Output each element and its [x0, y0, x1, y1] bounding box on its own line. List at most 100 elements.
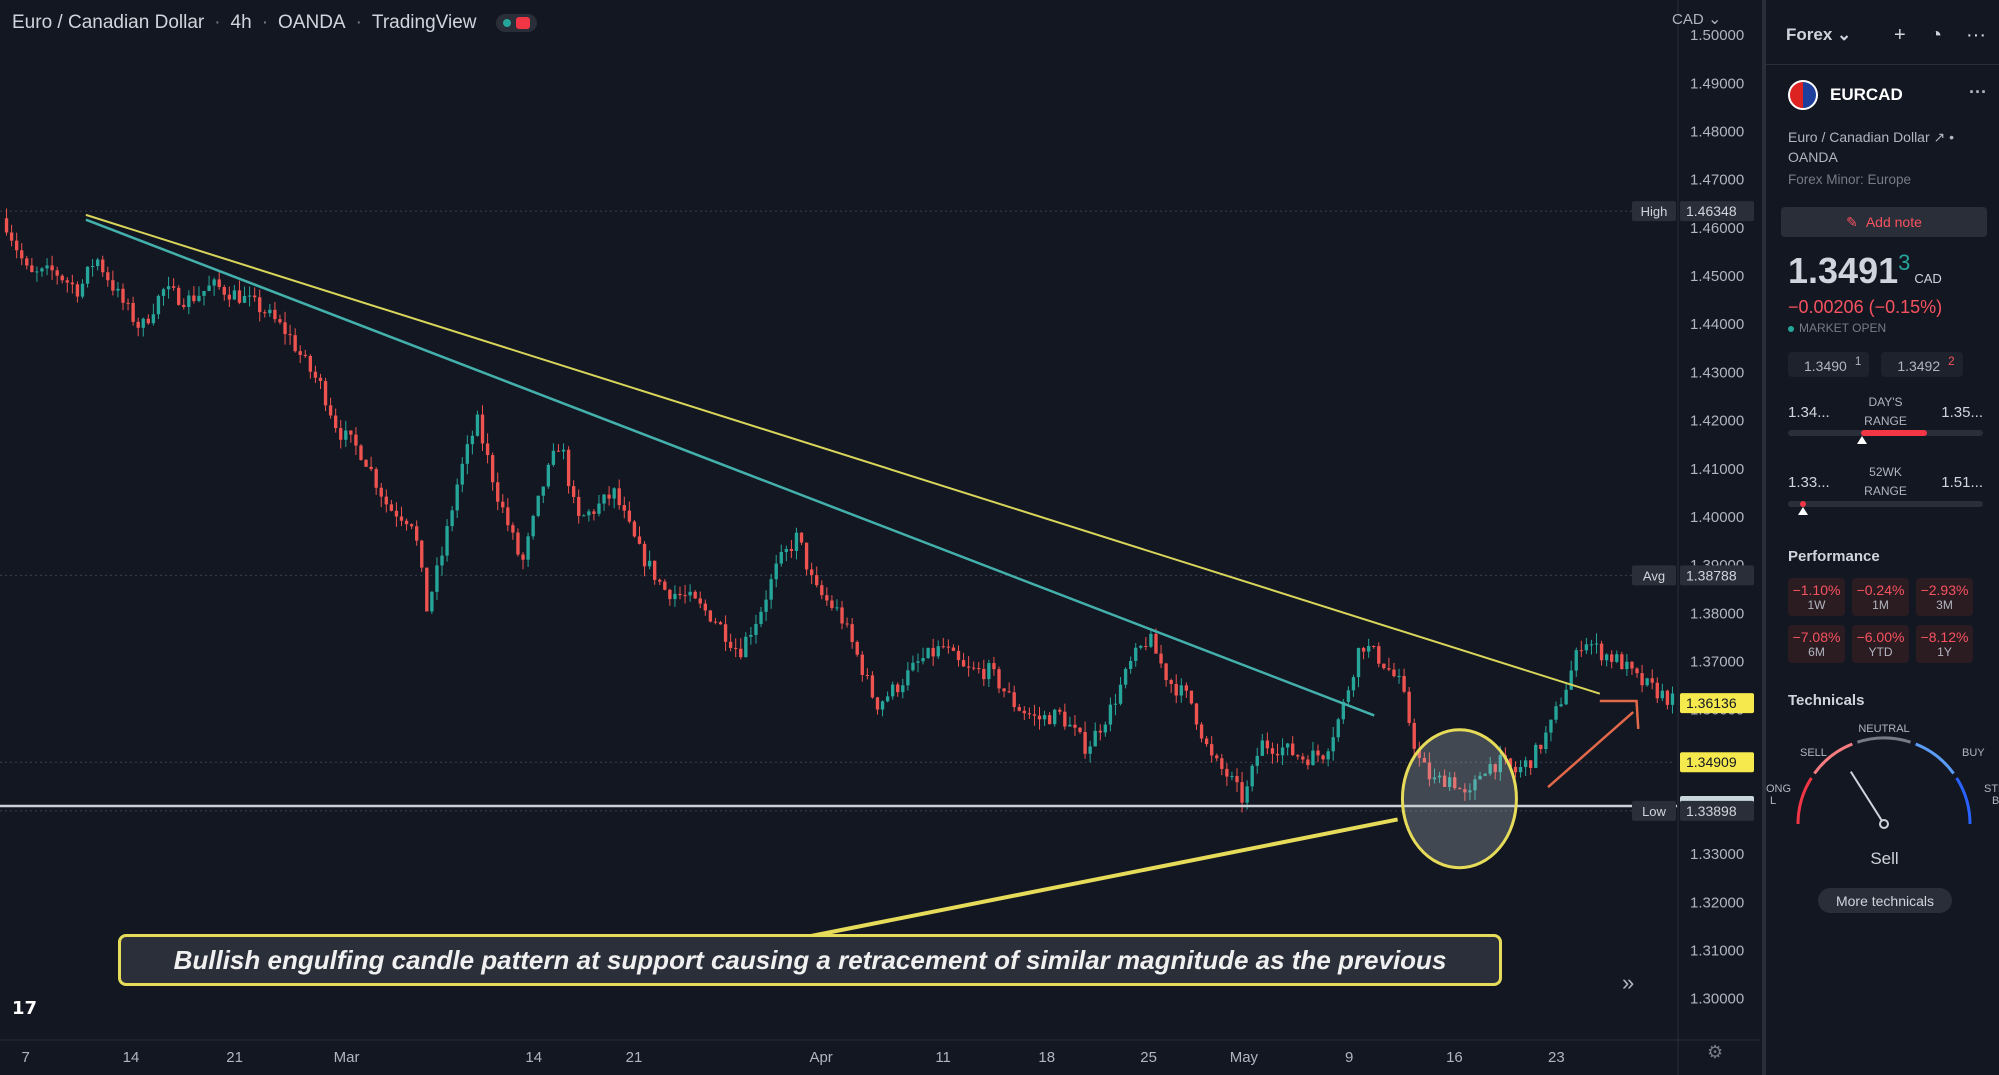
add-note-button[interactable]: ✎ Add note	[1781, 207, 1987, 237]
candle-body	[693, 591, 697, 599]
performance-cell[interactable]: −7.08% 6M	[1788, 625, 1845, 663]
candle-body	[1447, 777, 1452, 787]
trendline-upper[interactable]	[85, 213, 1601, 695]
candle-body	[987, 663, 991, 680]
price-label-tag: High	[1641, 204, 1668, 219]
candle-body	[1123, 668, 1128, 685]
y-tick-label: 1.40000	[1690, 509, 1744, 526]
candle-body	[931, 647, 935, 657]
candle-body	[1159, 653, 1163, 664]
interval-label[interactable]: 4h	[230, 12, 252, 33]
more-options-icon[interactable]: ···	[1966, 23, 1986, 46]
candle-body	[1382, 663, 1386, 669]
watchlist-dropdown[interactable]: Forex ⌄	[1786, 25, 1852, 44]
candle-body	[703, 603, 707, 611]
candle-body	[126, 302, 130, 304]
candle-body	[1199, 724, 1204, 739]
candle-body	[739, 648, 743, 658]
candle-body	[1301, 756, 1305, 760]
candle-body	[1260, 740, 1264, 756]
candle-body	[1255, 755, 1259, 766]
candle-body	[1204, 738, 1209, 745]
candle-body	[769, 579, 773, 600]
candle-body	[278, 319, 282, 323]
gear-icon[interactable]: ⚙	[1707, 1042, 1724, 1062]
candle-body	[298, 351, 302, 355]
candle-body	[673, 593, 677, 600]
candle-body	[1453, 777, 1457, 789]
candle-body	[1422, 758, 1427, 763]
technicals-title[interactable]: Technicals	[1788, 692, 1865, 709]
price-chart[interactable]: 1.300001.310001.320001.330001.340001.350…	[0, 0, 1760, 1075]
symbol-ticker[interactable]: EURCAD	[1830, 85, 1903, 104]
add-symbol-icon[interactable]: +	[1894, 23, 1906, 46]
candle-body	[1215, 755, 1219, 759]
candle-body	[425, 567, 429, 612]
retracement-arrow	[1547, 711, 1635, 789]
candle-body	[1149, 633, 1153, 647]
tradingview-logo-icon[interactable]: 17	[12, 998, 38, 1019]
candle-body	[258, 297, 262, 313]
candle-body	[141, 318, 145, 328]
x-tick-label: 16	[1446, 1049, 1463, 1066]
candle-body	[1270, 748, 1275, 754]
candle-body	[60, 275, 64, 281]
candle-body	[1554, 706, 1558, 720]
performance-cell[interactable]: −2.93% 3M	[1916, 578, 1973, 616]
candle-body	[222, 287, 226, 295]
performance-cell[interactable]: −1.10% 1W	[1788, 578, 1845, 616]
performance-value: −0.24%	[1856, 582, 1905, 598]
performance-cell[interactable]: −6.00% YTD	[1852, 625, 1909, 663]
candle-body	[207, 285, 211, 291]
gauge-arc	[1955, 777, 1972, 825]
status-dot-icon	[1788, 325, 1794, 332]
candle-body	[1473, 779, 1477, 791]
candle-body	[1002, 688, 1006, 692]
performance-cell[interactable]: −0.24% 1M	[1852, 578, 1909, 616]
candle-body	[1630, 661, 1634, 669]
candle-body	[840, 607, 844, 624]
candle-body	[961, 660, 966, 667]
candle-body	[972, 667, 976, 669]
candle-body	[111, 280, 115, 291]
trendline-lower[interactable]	[85, 218, 1375, 717]
candle-body	[333, 415, 338, 429]
candle-body	[632, 521, 637, 537]
price-label-value: 1.36136	[1686, 695, 1737, 711]
scroll-to-realtime-icon[interactable]: »	[1622, 970, 1635, 995]
candle-body	[551, 450, 556, 465]
candle-body	[399, 516, 404, 521]
currency-flag-icon	[1788, 80, 1818, 110]
y-tick-label: 1.30000	[1690, 991, 1744, 1008]
candle-body	[516, 532, 520, 555]
candle-body	[1053, 709, 1057, 725]
symbol-name[interactable]: Euro / Canadian Dollar	[12, 12, 205, 33]
price-change: −0.00206 (−0.15%)	[1788, 297, 1943, 317]
y-tick-label: 1.45000	[1690, 268, 1744, 285]
performance-cell[interactable]: −8.12% 1Y	[1916, 625, 1973, 663]
candle-body	[1306, 759, 1310, 766]
candle-body	[1336, 719, 1340, 738]
candle-body	[622, 505, 626, 511]
gauge-needle	[1849, 771, 1885, 825]
symbol-more-icon[interactable]: ···	[1969, 82, 1987, 102]
market-status-pill[interactable]	[496, 14, 538, 32]
more-technicals-button[interactable]: More technicals	[1818, 888, 1952, 913]
axis-currency[interactable]: CAD	[1672, 11, 1704, 28]
candle-body	[1407, 691, 1411, 723]
axis-dropdown-icon[interactable]: ⌄	[1708, 11, 1722, 28]
candle-body	[496, 482, 500, 502]
advanced-view-icon[interactable]: ◔	[1930, 23, 1943, 46]
candle-body	[182, 304, 186, 307]
performance-title[interactable]: Performance	[1788, 548, 1880, 565]
bid-ask: 1.3490 1 1.3492 2	[1788, 352, 1963, 377]
candle-body	[20, 250, 24, 259]
y-tick-label: 1.46000	[1690, 220, 1744, 237]
highlight-ellipse[interactable]	[1400, 728, 1518, 870]
market-open-dot-icon	[503, 19, 512, 27]
candle-body	[865, 674, 870, 676]
candle-body	[1377, 646, 1381, 664]
chart-area[interactable]: 1.300001.310001.320001.330001.340001.350…	[0, 0, 1760, 1075]
candle-body	[713, 621, 718, 623]
